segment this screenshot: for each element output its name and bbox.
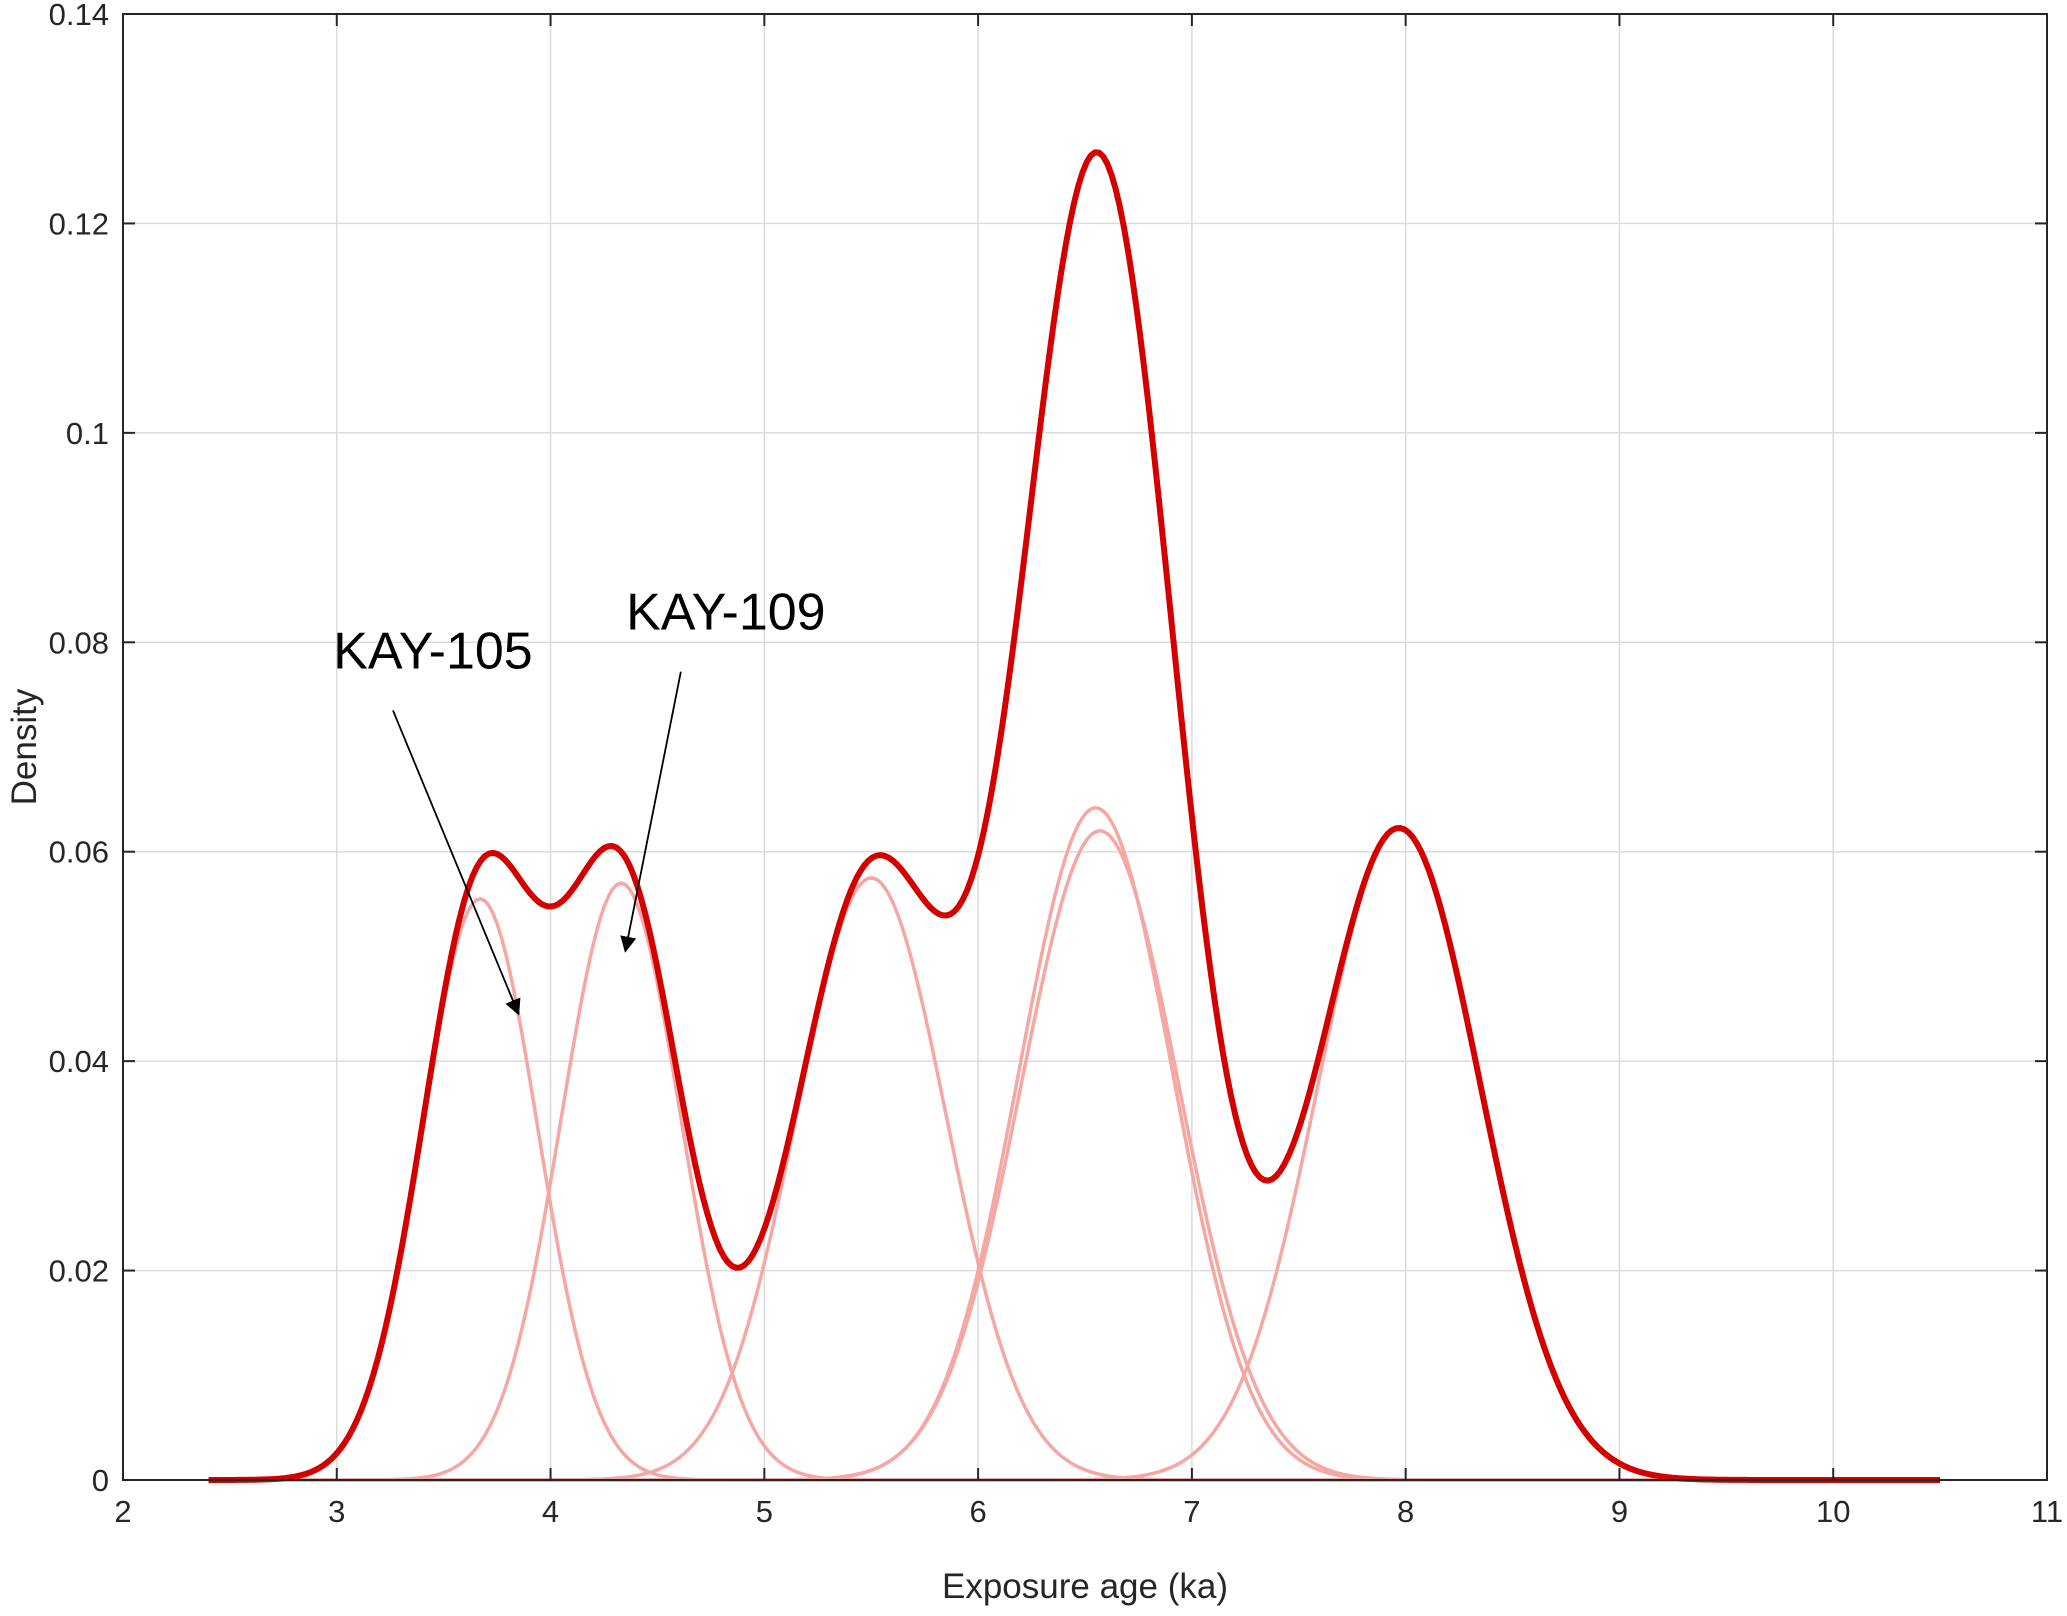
annotation-label-1: KAY-105 [333,622,533,680]
sum-curve-group [208,149,1941,1483]
x-tick-label: 7 [1183,1494,1200,1529]
y-tick-label: 0.12 [49,206,109,241]
axis-ticks: 2 3 4 5 6 7 8 9 10 11 0 0.02 0.04 0.06 0.08 0.1 0.12 0.14 [49,0,2063,1529]
x-tick-label: 10 [1816,1494,1850,1529]
x-tick-label: 6 [969,1494,986,1529]
annotation-arrow-2 [620,671,682,953]
x-tick-label: 4 [542,1494,559,1529]
y-tick-label: 0.1 [66,416,109,451]
x-tick-label: 2 [114,1494,131,1529]
sum-curve [208,149,1941,1483]
grid [123,14,2047,1480]
y-tick-label: 0.14 [49,0,109,32]
y-axis-title: Density [5,688,44,805]
annotation-label-2: KAY-109 [626,584,826,642]
annotation-arrow-1 [392,710,521,1016]
plot-frame [122,13,2048,1481]
x-axis-title: Exposure age (ka) [942,1567,1228,1606]
annotations: KAY-105 KAY-109 [333,584,826,1016]
y-tick-label: 0 [92,1463,109,1498]
x-tick-label: 3 [328,1494,345,1529]
x-tick-label: 8 [1397,1494,1414,1529]
y-tick-label: 0.06 [49,835,109,870]
x-tick-label: 5 [756,1494,773,1529]
x-tick-label: 11 [2031,1494,2063,1529]
x-tick-label: 9 [1611,1494,1628,1529]
y-tick-label: 0.08 [49,625,109,660]
y-tick-label: 0.04 [49,1044,109,1079]
y-tick-label: 0.02 [49,1254,109,1289]
